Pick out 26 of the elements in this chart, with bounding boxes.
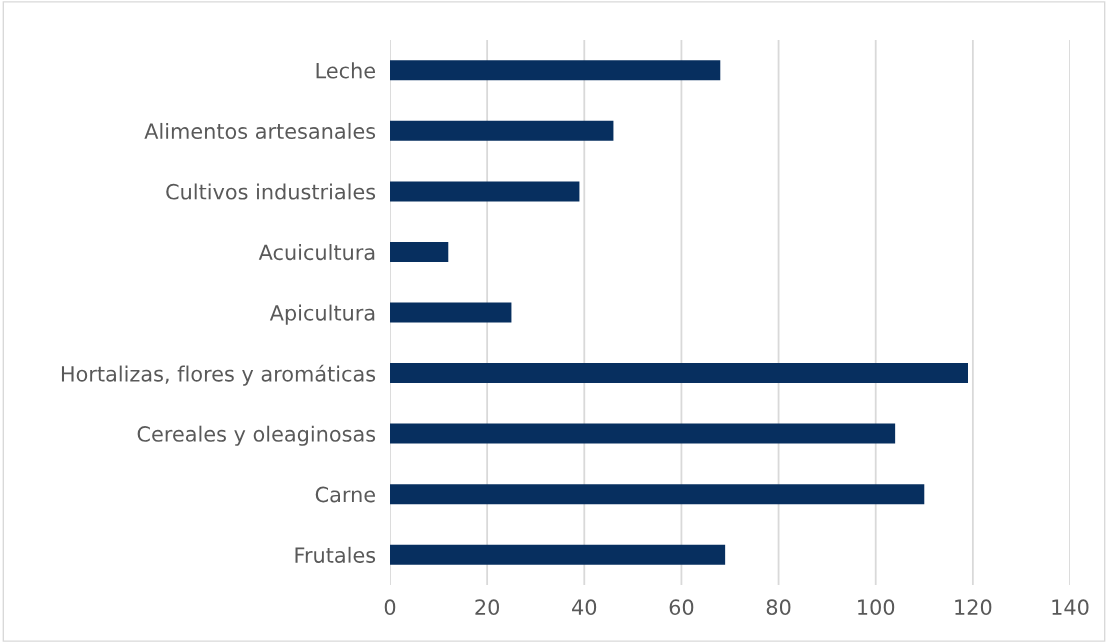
bar bbox=[390, 484, 925, 505]
x-tick-label: 0 bbox=[384, 599, 396, 616]
x-tick-label: 20 bbox=[475, 599, 500, 616]
y-tick-label: Cultivos industriales bbox=[166, 183, 376, 200]
x-tick-label: 120 bbox=[955, 599, 992, 616]
bar bbox=[390, 181, 580, 202]
bar bbox=[390, 241, 449, 262]
x-tick-label: 40 bbox=[572, 599, 597, 616]
bar bbox=[390, 363, 968, 384]
y-tick-label: Cereales y oleaginosas bbox=[137, 425, 376, 446]
y-tick-label: Frutales bbox=[295, 546, 376, 563]
y-tick-label: Acuicultura bbox=[258, 244, 375, 261]
x-tick-label: 80 bbox=[766, 599, 791, 616]
bar bbox=[390, 120, 614, 141]
bar bbox=[390, 302, 512, 323]
y-tick-label: Alimentos artesanales bbox=[144, 122, 376, 140]
y-tick-label: Leche bbox=[316, 62, 375, 79]
x-tick-label: 60 bbox=[669, 599, 694, 616]
y-tick-label: Hortalizas, flores y aromáticas bbox=[61, 364, 376, 386]
bar bbox=[390, 544, 726, 565]
x-tick-label: 100 bbox=[858, 599, 895, 616]
bar bbox=[390, 423, 896, 444]
y-tick-label: Apicultura bbox=[269, 304, 375, 325]
bar bbox=[390, 60, 721, 81]
x-tick-label: 140 bbox=[1052, 599, 1089, 616]
y-tick-label: Carne bbox=[315, 486, 375, 503]
